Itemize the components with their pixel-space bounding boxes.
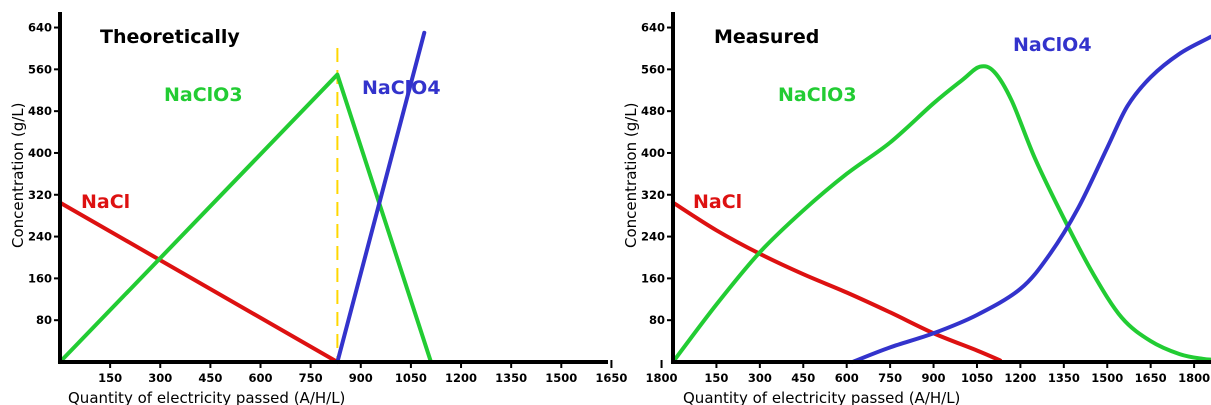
theoretical-x-tick-label: 750 bbox=[299, 371, 323, 385]
measured-y-tick-label: 480 bbox=[641, 104, 665, 118]
measured-x-tick-label: 1200 bbox=[1004, 371, 1036, 385]
measured-x-tick-label: 750 bbox=[878, 371, 902, 385]
measured-series-lines bbox=[671, 34, 1211, 364]
theoretical-y-tick-label: 240 bbox=[28, 230, 52, 244]
theoretical-series-label-naclo3: NaClO3 bbox=[164, 84, 243, 106]
measured-line-nacl bbox=[671, 200, 1003, 363]
theoretical-series-label-naclo4: NaClO4 bbox=[362, 77, 441, 99]
measured-x-tick-label: 1050 bbox=[961, 371, 993, 385]
theoretical-y-tick-label: 80 bbox=[36, 313, 52, 327]
theoretical-chart: 80 160 240 320 400 480 560 640 150 300 450 600 750 9… bbox=[9, 12, 678, 405]
measured-y-tick-label: 160 bbox=[641, 271, 665, 285]
theoretical-x-tick-labels: 150 300 450 600 750 900 1050 1200 1350 1500 1650 18… bbox=[98, 371, 677, 385]
measured-series-label-naclo3: NaClO3 bbox=[778, 84, 857, 106]
measured-x-tick-label: 900 bbox=[922, 371, 946, 385]
measured-x-tick-label: 450 bbox=[791, 371, 815, 385]
measured-x-tick-label: 150 bbox=[704, 371, 728, 385]
measured-y-tick-label: 640 bbox=[641, 21, 665, 35]
theoretical-series-lines bbox=[58, 30, 433, 364]
measured-y-tick-label: 80 bbox=[649, 313, 665, 327]
measured-x-tick-label: 1650 bbox=[1135, 371, 1167, 385]
measured-y-tick-label: 560 bbox=[641, 62, 665, 76]
theoretical-x-tick-label: 1500 bbox=[545, 371, 577, 385]
theoretical-x-tick-label: 600 bbox=[249, 371, 273, 385]
theoretical-y-tick-label: 320 bbox=[28, 188, 52, 202]
measured-chart: 80 160 240 320 400 480 560 640 150 300 450 600 750 9… bbox=[622, 12, 1211, 405]
theoretical-x-tick-label: 900 bbox=[349, 371, 373, 385]
measured-x-tick-labels: 150 300 450 600 750 900 1050 1200 1350 1500 1650 18… bbox=[704, 371, 1210, 385]
theoretical-line-naclo4 bbox=[335, 30, 427, 364]
measured-y-tick-label: 400 bbox=[641, 146, 665, 160]
measured-y-tick-labels: 80 160 240 320 400 480 560 640 bbox=[641, 21, 665, 328]
measured-series-label-naclo4: NaClO4 bbox=[1013, 34, 1092, 56]
measured-x-tick-label: 1500 bbox=[1091, 371, 1123, 385]
theoretical-tick-marks bbox=[54, 26, 663, 368]
theoretical-y-axis-title: Concentration (g/L) bbox=[9, 102, 27, 248]
theoretical-chart-title: Theoretically bbox=[100, 26, 240, 48]
measured-y-tick-label: 240 bbox=[641, 230, 665, 244]
theoretical-y-tick-label: 160 bbox=[28, 271, 52, 285]
theoretical-y-tick-label: 640 bbox=[28, 21, 52, 35]
measured-y-axis-title: Concentration (g/L) bbox=[622, 102, 640, 248]
measured-chart-title: Measured bbox=[714, 26, 819, 48]
measured-x-axis-title: Quantity of electricity passed (A/H/L) bbox=[683, 389, 960, 405]
theoretical-y-tick-label: 560 bbox=[28, 62, 52, 76]
measured-x-tick-label: 600 bbox=[835, 371, 859, 385]
theoretical-x-tick-label: 300 bbox=[148, 371, 172, 385]
theoretical-x-tick-label: 1350 bbox=[495, 371, 527, 385]
theoretical-line-nacl bbox=[58, 200, 340, 364]
measured-x-tick-label: 300 bbox=[748, 371, 772, 385]
theoretical-x-tick-label: 450 bbox=[198, 371, 222, 385]
theoretical-line-naclo3 bbox=[58, 72, 433, 364]
theoretical-y-tick-label: 400 bbox=[28, 146, 52, 160]
theoretical-x-tick-label: 1200 bbox=[445, 371, 477, 385]
theoretical-y-tick-labels: 80 160 240 320 400 480 560 640 bbox=[28, 21, 52, 328]
theoretical-y-tick-label: 480 bbox=[28, 104, 52, 118]
theoretical-x-axis-title: Quantity of electricity passed (A/H/L) bbox=[68, 389, 345, 405]
theoretical-x-tick-label: 1050 bbox=[395, 371, 427, 385]
measured-series-label-nacl: NaCl bbox=[693, 191, 742, 213]
measured-tick-marks bbox=[667, 26, 1196, 368]
theoretical-x-tick-label: 1800 bbox=[646, 371, 678, 385]
measured-line-naclo3 bbox=[671, 64, 1211, 364]
theoretical-x-tick-label: 1650 bbox=[595, 371, 627, 385]
measured-x-tick-label: 1350 bbox=[1048, 371, 1080, 385]
theoretical-series-label-nacl: NaCl bbox=[81, 191, 130, 213]
theoretical-x-tick-label: 150 bbox=[98, 371, 122, 385]
measured-line-naclo4 bbox=[850, 34, 1211, 364]
measured-x-tick-label: 1800 bbox=[1178, 371, 1210, 385]
measured-y-tick-label: 320 bbox=[641, 188, 665, 202]
